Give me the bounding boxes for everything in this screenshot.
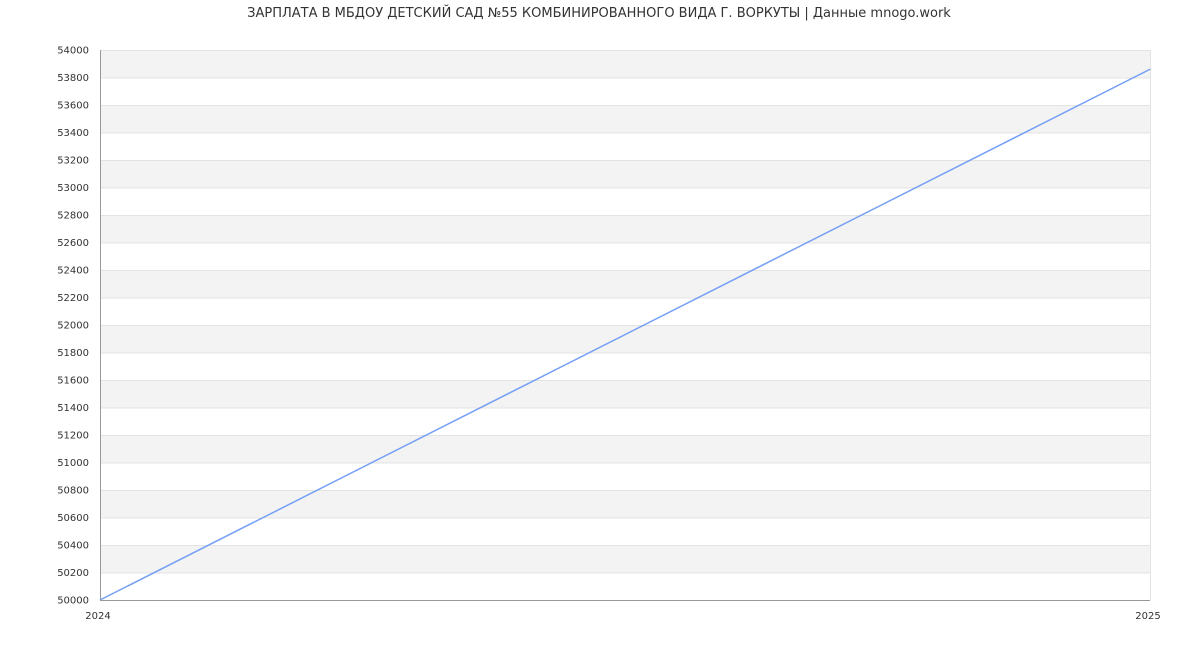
y-tick-label: 51000 bbox=[57, 458, 89, 469]
grid-band bbox=[100, 270, 1150, 298]
grid-band bbox=[100, 215, 1150, 243]
series-line bbox=[99, 68, 1151, 601]
y-tick-label: 51200 bbox=[57, 431, 89, 442]
y-tick-label: 50400 bbox=[57, 541, 89, 552]
grid-band bbox=[100, 105, 1150, 133]
y-tick-label: 53200 bbox=[57, 156, 89, 167]
y-tick-label: 50600 bbox=[57, 513, 89, 524]
y-tick-label: 53800 bbox=[57, 73, 89, 84]
grid-band bbox=[100, 160, 1150, 188]
y-tick-label: 54000 bbox=[57, 46, 89, 57]
y-tick-label: 51600 bbox=[57, 376, 89, 387]
y-tick-label: 52200 bbox=[57, 293, 89, 304]
y-tick-label: 53600 bbox=[57, 101, 89, 112]
y-tick-label: 50000 bbox=[57, 596, 89, 607]
grid-band bbox=[100, 50, 1150, 78]
y-tick-label: 52400 bbox=[57, 266, 89, 277]
y-tick-label: 52600 bbox=[57, 238, 89, 249]
grid-band bbox=[100, 325, 1150, 353]
y-tick-label: 51800 bbox=[57, 348, 89, 359]
x-tick-label: 2024 bbox=[85, 611, 110, 622]
x-tick-label: 2025 bbox=[1135, 611, 1160, 622]
y-tick-label: 53000 bbox=[57, 183, 89, 194]
y-tick-label: 52000 bbox=[57, 321, 89, 332]
grid-band bbox=[100, 380, 1150, 408]
y-tick-label: 52800 bbox=[57, 211, 89, 222]
grid-band bbox=[100, 490, 1150, 518]
y-tick-label: 50800 bbox=[57, 486, 89, 497]
y-tick-label: 53400 bbox=[57, 128, 89, 139]
chart-title: ЗАРПЛАТА В МБДОУ ДЕТСКИЙ САД №55 КОМБИНИ… bbox=[247, 6, 951, 21]
y-tick-label: 51400 bbox=[57, 403, 89, 414]
grid-band bbox=[100, 545, 1150, 573]
y-tick-label: 50200 bbox=[57, 568, 89, 579]
grid-band bbox=[100, 435, 1150, 463]
